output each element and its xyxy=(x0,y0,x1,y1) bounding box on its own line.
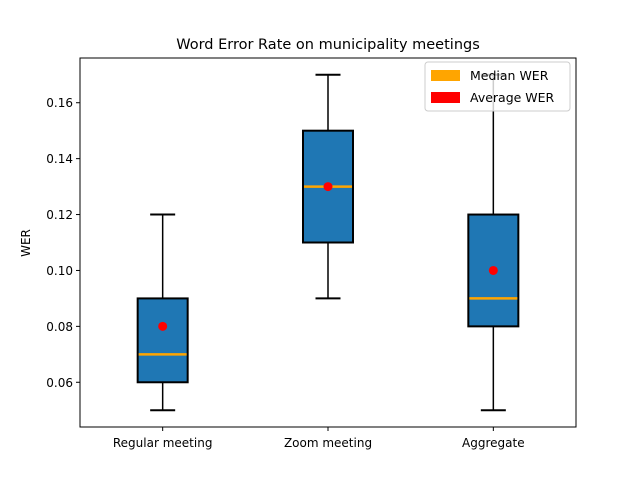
x-tick-label: Zoom meeting xyxy=(284,436,372,450)
y-tick-label: 0.16 xyxy=(46,96,73,110)
legend: Median WER Average WER xyxy=(424,61,571,112)
y-tick-label: 0.06 xyxy=(46,376,73,390)
mean-marker xyxy=(323,182,333,192)
legend-label-average: Average WER xyxy=(470,90,555,105)
legend-swatch-average xyxy=(431,92,460,103)
y-tick-label: 0.10 xyxy=(46,264,73,278)
x-tick-label: Regular meeting xyxy=(113,436,213,450)
y-tick-label: 0.14 xyxy=(46,152,73,166)
legend-frame xyxy=(424,61,571,112)
legend-label-median: Median WER xyxy=(470,68,549,83)
x-tick-label: Aggregate xyxy=(462,436,525,450)
y-tick-label: 0.12 xyxy=(46,208,73,222)
mean-marker xyxy=(488,265,498,275)
box-iqr xyxy=(136,297,189,384)
mean-marker xyxy=(158,321,168,331)
chart-title: Word Error Rate on municipality meetings xyxy=(176,37,480,53)
axes-frame xyxy=(79,57,577,428)
y-axis-label: WER xyxy=(19,229,33,257)
plot-area: 0.06 0.08 0.10 0.12 0.14 0.16 Regular meeting Z… xyxy=(46,73,525,450)
legend-swatch-median xyxy=(431,70,460,81)
y-tick-label: 0.08 xyxy=(46,320,73,334)
